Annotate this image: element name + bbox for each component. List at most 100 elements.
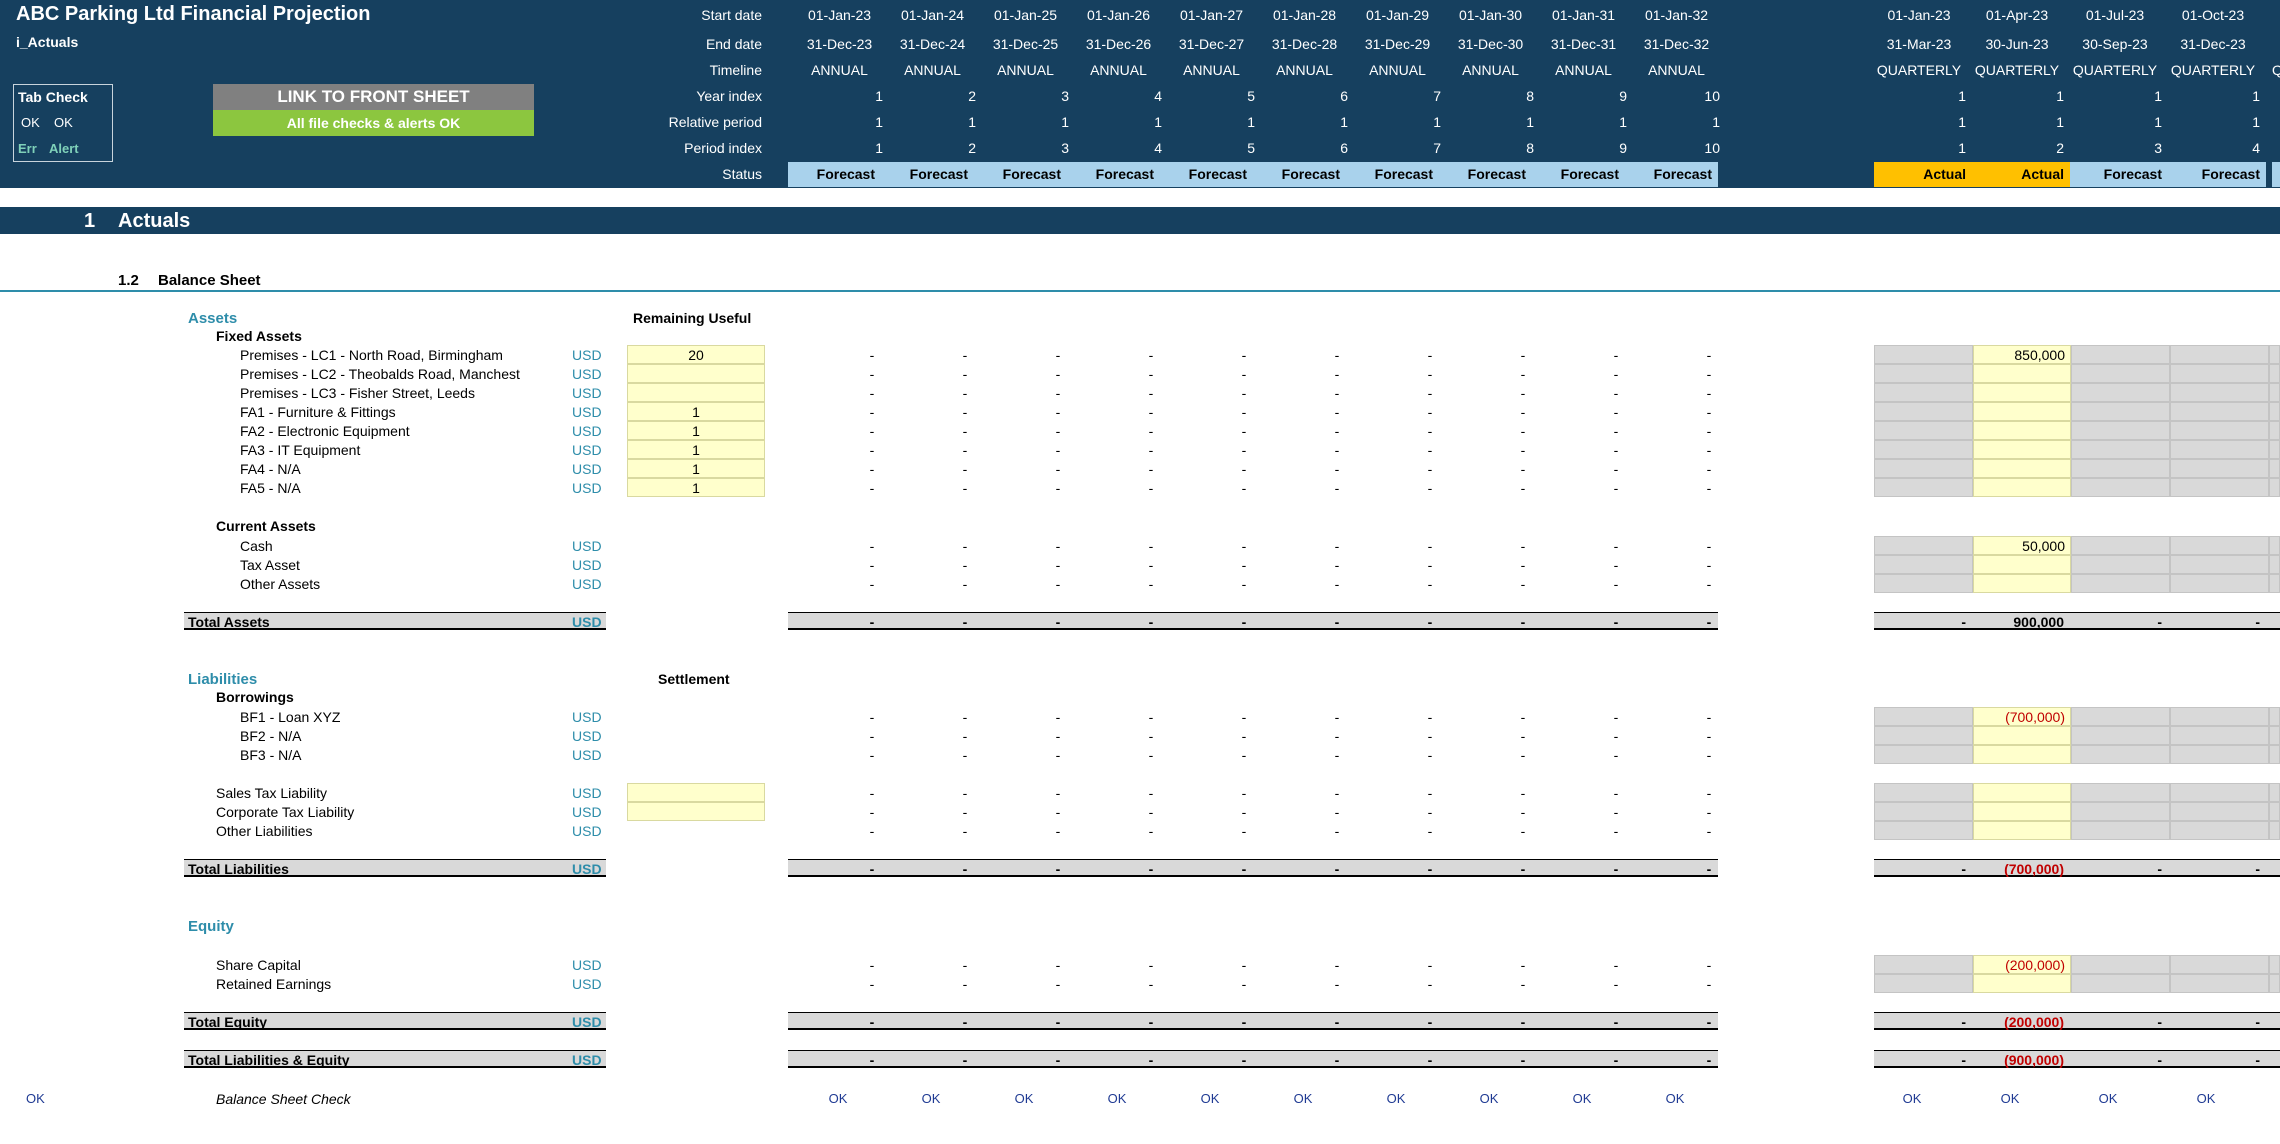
quarter-actual-cell[interactable]: [1874, 707, 1973, 726]
quarter-overflow-cell: [2269, 459, 2280, 478]
quarter-actual-cell[interactable]: [1874, 440, 1973, 459]
link-to-front-sheet-button[interactable]: LINK TO FRONT SHEET: [213, 84, 534, 110]
quarter-actual-input[interactable]: [1973, 383, 2071, 402]
quarter-actual-cell[interactable]: [1874, 478, 1973, 497]
annual-value: -: [1427, 709, 1433, 725]
annual-value: -: [1148, 461, 1154, 477]
settlement-input[interactable]: [627, 802, 765, 821]
assets-heading: Assets: [188, 310, 238, 327]
quarter-actual-input[interactable]: [1973, 726, 2071, 745]
remaining-life-input[interactable]: [627, 478, 765, 497]
quarter-forecast-cell: [2170, 421, 2269, 440]
balance-sheet-check-label: Balance Sheet Check: [216, 1091, 351, 1107]
quarter-actual-cell[interactable]: [1874, 383, 1973, 402]
header-relative-period-quarterly: 1: [1958, 114, 1966, 130]
quarter-actual-input[interactable]: [1973, 402, 2071, 421]
remaining-life-value: 1: [692, 423, 700, 439]
quarter-actual-input[interactable]: [1973, 745, 2071, 764]
check-flag: OK: [26, 1091, 45, 1106]
quarter-forecast-cell: [2071, 802, 2170, 821]
quarter-actual-input[interactable]: [1973, 345, 2071, 364]
annual-value: -: [1613, 404, 1619, 420]
annual-total-value: -: [1241, 614, 1247, 630]
annual-value: -: [1613, 709, 1619, 725]
header-year-index-annual: 1: [875, 88, 883, 104]
quarter-actual-input[interactable]: [1973, 821, 2071, 840]
quarter-actual-cell[interactable]: [1874, 555, 1973, 574]
annual-value: -: [962, 804, 968, 820]
header-timeline-annual: ANNUAL: [1090, 62, 1147, 78]
quarter-actual-cell[interactable]: [1874, 745, 1973, 764]
quarter-actual-cell[interactable]: [1874, 536, 1973, 555]
header-relative-period-quarterly: 1: [2056, 114, 2064, 130]
quarter-actual-cell[interactable]: [1874, 726, 1973, 745]
annual-value: -: [1148, 347, 1154, 363]
annual-value: -: [1148, 538, 1154, 554]
quarter-actual-cell[interactable]: [1874, 345, 1973, 364]
check-quarterly-ok: OK: [1902, 1091, 1922, 1106]
remaining-life-input[interactable]: [627, 345, 765, 364]
quarter-actual-input[interactable]: [1973, 536, 2071, 555]
quarter-actual-cell[interactable]: [1874, 783, 1973, 802]
quarter-actual-input[interactable]: [1973, 421, 2071, 440]
quarter-actual-input[interactable]: [1973, 555, 2071, 574]
remaining-life-input[interactable]: [627, 364, 765, 383]
quarter-actual-cell[interactable]: [1874, 421, 1973, 440]
annual-value: -: [1613, 347, 1619, 363]
quarter-actual-input[interactable]: [1973, 707, 2071, 726]
unit-label: USD: [572, 709, 602, 725]
remaining-life-input[interactable]: [627, 421, 765, 440]
annual-value: -: [1148, 404, 1154, 420]
remaining-life-input[interactable]: [627, 383, 765, 402]
annual-value: -: [869, 976, 875, 992]
total-liabilities-bar: [184, 859, 606, 877]
quarter-actual-cell[interactable]: [1874, 459, 1973, 478]
annual-value: -: [1427, 785, 1433, 801]
annual-value: -: [1055, 747, 1061, 763]
header-relative-period-annual: 1: [1526, 114, 1534, 130]
quarter-actual-input[interactable]: [1973, 364, 2071, 383]
quarter-actual-input[interactable]: [1973, 459, 2071, 478]
annual-value: -: [1427, 976, 1433, 992]
check-annual-ok: OK: [921, 1091, 941, 1106]
annual-value: -: [869, 709, 875, 725]
quarter-actual-cell[interactable]: [1874, 821, 1973, 840]
quarter-actual-input[interactable]: [1973, 440, 2071, 459]
annual-value: -: [869, 366, 875, 382]
annual-value: -: [869, 423, 875, 439]
annual-total-value: -: [1241, 861, 1247, 877]
quarter-actual-input[interactable]: [1973, 955, 2071, 974]
row-label-start-date: Start date: [701, 7, 762, 23]
line-item-label: Share Capital: [216, 957, 301, 973]
annual-value: -: [1241, 442, 1247, 458]
line-item-label: BF3 - N/A: [240, 747, 302, 763]
line-item-label: Sales Tax Liability: [216, 785, 328, 801]
quarter-actual-cell[interactable]: [1874, 364, 1973, 383]
annual-value: -: [1613, 385, 1619, 401]
quarter-actual-cell[interactable]: [1874, 402, 1973, 421]
settlement-input[interactable]: [627, 783, 765, 802]
annual-value: -: [1427, 557, 1433, 573]
quarter-actual-cell[interactable]: [1874, 955, 1973, 974]
header-relative-period-quarterly: 1: [2154, 114, 2162, 130]
quarter-actual-input[interactable]: [1973, 783, 2071, 802]
annual-value: -: [869, 385, 875, 401]
annual-value: -: [1148, 385, 1154, 401]
header-relative-period-annual: 1: [1154, 114, 1162, 130]
remaining-life-input[interactable]: [627, 402, 765, 421]
annual-value: -: [1241, 785, 1247, 801]
quarter-actual-cell[interactable]: [1874, 974, 1973, 993]
quarter-actual-input[interactable]: [1973, 974, 2071, 993]
check-annual-ok: OK: [1107, 1091, 1127, 1106]
annual-value: -: [962, 442, 968, 458]
quarter-actual-cell[interactable]: [1874, 802, 1973, 821]
quarter-actual-cell[interactable]: [1874, 574, 1973, 593]
subsection-title: Balance Sheet: [158, 272, 261, 289]
quarter-actual-input[interactable]: [1973, 802, 2071, 821]
quarter-actual-input[interactable]: [1973, 478, 2071, 497]
remaining-life-input[interactable]: [627, 440, 765, 459]
remaining-life-input[interactable]: [627, 459, 765, 478]
quarter-forecast-cell: [2071, 440, 2170, 459]
header-year-index-annual: 6: [1340, 88, 1348, 104]
quarter-actual-input[interactable]: [1973, 574, 2071, 593]
